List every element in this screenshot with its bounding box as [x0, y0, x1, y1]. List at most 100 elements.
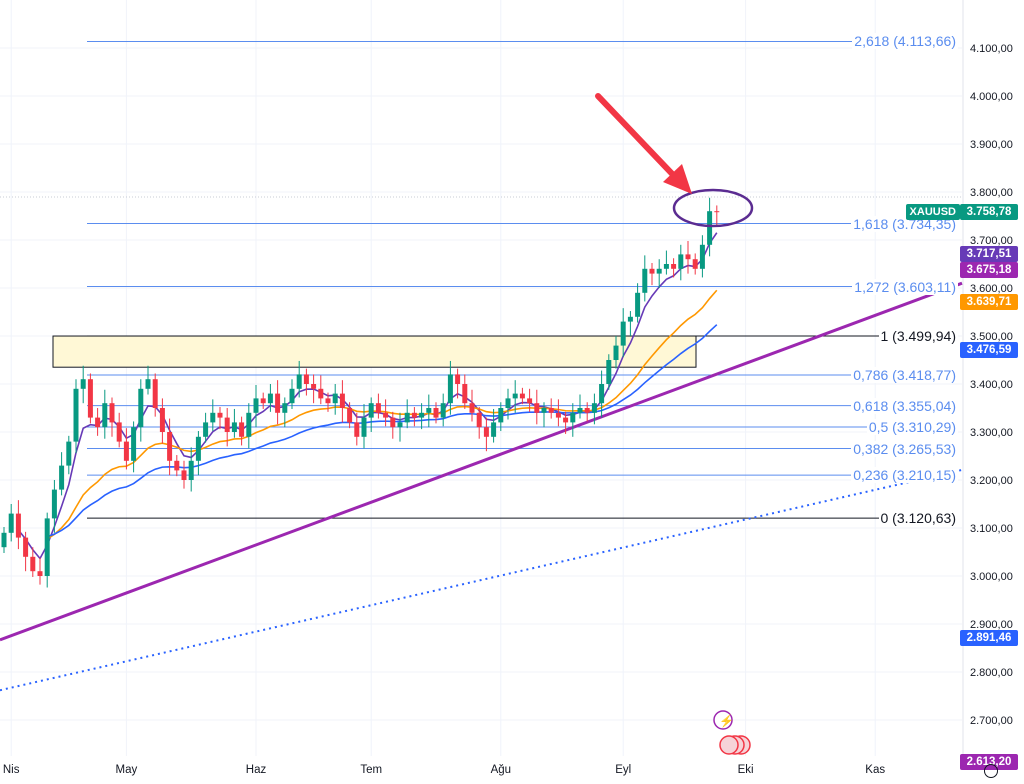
candle-body	[570, 412, 576, 423]
moving-average-line	[46, 289, 718, 540]
candle-body	[692, 259, 698, 269]
candle-body	[188, 460, 194, 480]
candle-body	[15, 513, 21, 538]
arrow-head	[663, 164, 692, 194]
candle-body	[527, 398, 533, 404]
price-badge: 3.675,18	[960, 262, 1018, 278]
candle-body	[383, 412, 389, 418]
candle-body	[707, 211, 713, 245]
price-badge: 2.613,20	[960, 753, 1018, 770]
y-tick-label: 3.800,00	[970, 187, 1013, 199]
candle-body	[555, 412, 561, 418]
candle-body	[217, 412, 223, 418]
candle-body	[498, 408, 504, 423]
y-tick-label: 3.500,00	[970, 331, 1013, 343]
candle-body	[656, 268, 662, 274]
highlight-ellipse	[672, 188, 754, 228]
candle-body	[411, 412, 417, 418]
candle-body	[606, 360, 612, 384]
candle-body	[426, 408, 432, 413]
fib-level-label: 0,786 (3.418,77)	[851, 366, 958, 383]
candle-body	[440, 403, 446, 418]
candle-body	[95, 417, 101, 428]
candle-body	[462, 384, 468, 404]
candle-body	[584, 408, 590, 413]
y-tick-label: 3.400,00	[970, 379, 1013, 391]
candle-body	[203, 422, 209, 437]
candle-body	[548, 408, 554, 413]
fib-level-label: 0,5 (3.310,29)	[866, 419, 958, 436]
candle-body	[260, 398, 266, 404]
candle-body	[59, 465, 65, 490]
x-tick-label: Haz	[245, 764, 267, 776]
y-tick-label: 3.100,00	[970, 523, 1013, 535]
candle-body	[332, 393, 338, 404]
event-lightning-icon	[713, 710, 733, 730]
candle-body	[375, 403, 381, 413]
candle-body	[44, 518, 50, 576]
fib-level-label: 0 (3.120,63)	[878, 510, 958, 527]
candle-body	[541, 408, 547, 413]
candle-body	[289, 388, 295, 404]
x-tick-label: Eyl	[615, 764, 632, 776]
candle-body	[505, 398, 511, 408]
candle-body	[311, 384, 317, 389]
candle-body	[109, 403, 115, 423]
candle-body	[671, 264, 677, 269]
candle-body	[368, 403, 374, 418]
candle-body	[663, 264, 669, 269]
fib-level-label: 2,618 (4.113,66)	[852, 33, 958, 50]
candle-body	[167, 432, 173, 461]
candle-body	[325, 398, 331, 404]
candle-body	[80, 379, 86, 389]
candle-body	[397, 422, 403, 428]
candle-body	[318, 388, 324, 399]
candle-body	[577, 408, 583, 413]
candle-body	[361, 417, 367, 437]
candle-body	[181, 470, 187, 480]
price-badge: 2.891,46	[960, 630, 1018, 646]
candle-body	[483, 427, 489, 437]
candle-body	[267, 393, 273, 404]
arrow-shaft	[595, 93, 681, 183]
candle-body	[253, 398, 259, 413]
candle-body	[152, 379, 158, 408]
candle-body	[66, 441, 72, 466]
candle-body	[390, 417, 396, 428]
candle-body	[246, 412, 252, 437]
candle-body	[131, 427, 137, 461]
candle-body	[404, 412, 410, 423]
y-tick-label: 4.100,00	[970, 43, 1013, 55]
symbol-badge: XAUUSD	[905, 203, 960, 220]
candle-body	[123, 441, 129, 461]
candle-body	[620, 321, 626, 346]
candle-body	[699, 244, 705, 269]
x-tick-label: Eki	[737, 764, 754, 776]
settings-icon[interactable]	[984, 764, 998, 778]
y-tick-label: 3.900,00	[970, 139, 1013, 151]
candle-body	[685, 254, 691, 260]
candle-body	[591, 403, 597, 413]
candle-body	[347, 408, 353, 423]
moving-average-line	[46, 324, 718, 538]
candle-body	[87, 379, 93, 418]
candle-body	[296, 374, 302, 389]
resistance-zone	[52, 335, 697, 368]
candle-body	[339, 393, 345, 408]
candle-body	[51, 489, 57, 519]
candle-body	[195, 436, 201, 461]
candle-body	[469, 403, 475, 413]
candle-body	[1, 532, 7, 548]
price-badge: 3.476,59	[960, 342, 1018, 358]
support-trendline	[0, 281, 963, 642]
candle-body	[73, 388, 79, 442]
moving-average-line	[17, 232, 718, 560]
candle-body	[303, 374, 309, 384]
candle-body	[239, 422, 245, 437]
candle-body	[354, 422, 360, 437]
price-badge: 3.758,78	[960, 203, 1018, 220]
x-tick-label: May	[115, 764, 138, 776]
candle-body	[433, 408, 439, 418]
y-tick-label: 3.700,00	[970, 235, 1013, 247]
